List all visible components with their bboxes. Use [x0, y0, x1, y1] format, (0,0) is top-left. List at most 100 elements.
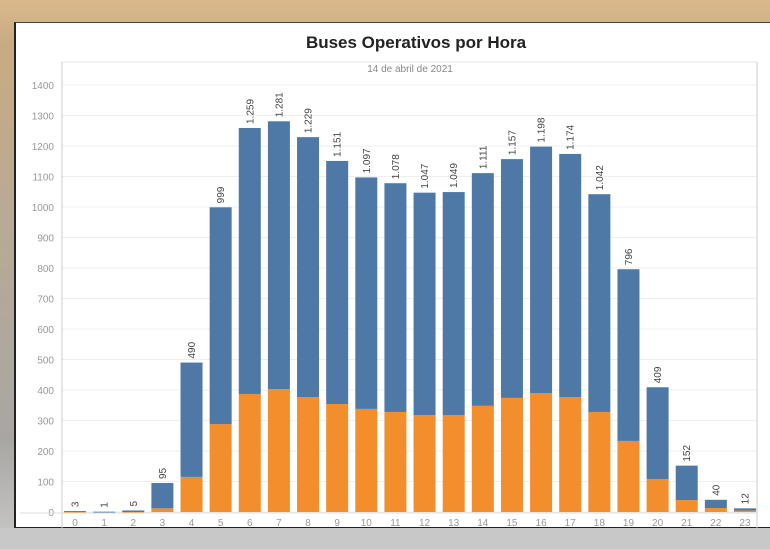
- bar-segment-orange: [413, 415, 436, 512]
- y-tick-label: 1200: [32, 142, 55, 153]
- bar-segment-orange: [238, 393, 261, 512]
- bar-segment-orange: [355, 408, 378, 512]
- total-label: 40: [711, 484, 722, 496]
- y-tick-label: 800: [37, 264, 54, 275]
- x-tick-label: 19: [623, 518, 635, 529]
- bar-segment-blue: [617, 269, 640, 441]
- y-tick-label: 200: [37, 447, 54, 458]
- bar-segment-blue: [355, 177, 378, 409]
- bar-segment-blue: [64, 511, 86, 512]
- bar-segment-orange: [471, 405, 494, 512]
- y-tick-label: 600: [37, 325, 54, 336]
- bar-segment-blue: [471, 173, 494, 406]
- bar-segment-blue: [326, 160, 349, 405]
- bar-segment-orange: [646, 479, 669, 512]
- total-label: 3: [71, 501, 82, 507]
- total-label: 5: [129, 500, 140, 506]
- bar-segment-orange: [704, 508, 727, 512]
- total-label: 1.174: [566, 124, 577, 149]
- total-label: 1.281: [274, 92, 285, 117]
- total-label: 490: [187, 341, 198, 358]
- chart-subtitle: 14 de abril de 2021: [367, 64, 453, 75]
- x-tick-label: 15: [506, 518, 518, 529]
- y-tick-label: 300: [37, 417, 54, 428]
- bar-segment-blue: [122, 510, 145, 512]
- bar-segment-orange: [64, 512, 86, 513]
- bar-segment-blue: [442, 192, 465, 416]
- x-tick-label: 20: [652, 518, 664, 529]
- bar-segment-blue: [530, 146, 553, 394]
- bar-segment-blue: [238, 128, 261, 394]
- x-tick-label: 12: [419, 518, 431, 529]
- bar-segment-orange: [209, 424, 232, 512]
- y-tick-label: 1100: [32, 173, 54, 184]
- x-tick-label: 3: [160, 518, 166, 529]
- x-tick-label: 18: [594, 518, 606, 529]
- y-tick-label: 400: [37, 386, 54, 397]
- x-tick-label: 0: [72, 518, 78, 529]
- total-label: 1.049: [449, 163, 460, 188]
- total-label: 1.198: [537, 117, 548, 142]
- bar-segment-orange: [530, 393, 553, 512]
- total-label: 95: [158, 467, 169, 479]
- bar-segment-blue: [413, 192, 436, 416]
- x-tick-label: 21: [681, 518, 693, 529]
- bar-segment-blue: [559, 153, 582, 398]
- y-tick-label: 900: [37, 234, 54, 245]
- y-tick-label: 100: [37, 478, 54, 489]
- total-label: 1.259: [245, 99, 256, 124]
- bar-segment-orange: [500, 397, 523, 512]
- bar-segment-orange: [442, 415, 465, 512]
- bar-segment-blue: [384, 183, 407, 412]
- x-tick-label: 14: [477, 518, 489, 529]
- bottom-strip: [0, 528, 770, 549]
- x-tick-label: 1: [101, 518, 107, 529]
- chart-title: Buses Operativos por Hora: [306, 33, 527, 52]
- bar-segment-blue: [588, 194, 611, 412]
- bar-segment-blue: [646, 387, 669, 480]
- bar-segment-orange: [267, 389, 290, 512]
- y-tick-label: 500: [37, 356, 54, 367]
- total-label: 1: [100, 502, 111, 508]
- total-label: 1.078: [391, 154, 402, 179]
- bar-segment-orange: [180, 476, 203, 512]
- x-tick-label: 8: [305, 518, 311, 529]
- total-label: 999: [216, 186, 227, 203]
- x-tick-label: 13: [448, 518, 460, 529]
- x-tick-label: 10: [361, 518, 373, 529]
- x-tick-label: 5: [218, 518, 224, 529]
- x-tick-label: 11: [390, 518, 401, 529]
- bar-segment-blue: [93, 511, 116, 513]
- bar-segment-orange: [733, 510, 756, 512]
- bar-segment-orange: [617, 440, 640, 512]
- x-tick-label: 23: [739, 518, 751, 529]
- bar-segment-orange: [588, 411, 611, 512]
- y-tick-label: 700: [37, 295, 54, 306]
- bar-segment-blue: [209, 207, 232, 425]
- x-tick-label: 16: [536, 518, 548, 529]
- bar-segment-blue: [675, 465, 698, 501]
- bar-segment-orange: [675, 500, 698, 512]
- x-tick-label: 17: [565, 518, 577, 529]
- bar-segment-orange: [384, 411, 407, 512]
- bar-segment-orange: [326, 404, 349, 512]
- x-tick-label: 2: [130, 518, 136, 529]
- y-tick-label: 1300: [32, 112, 55, 123]
- y-tick-label: 1400: [32, 81, 55, 92]
- x-tick-label: 7: [276, 518, 282, 529]
- bar-segment-orange: [559, 397, 582, 512]
- total-label: 796: [624, 248, 635, 265]
- bar-segment-blue: [267, 121, 290, 390]
- bar-segment-orange: [151, 508, 174, 512]
- total-label: 1.151: [333, 131, 344, 156]
- bar-segment-blue: [704, 499, 727, 509]
- total-label: 1.047: [420, 163, 431, 188]
- x-tick-label: 6: [247, 518, 253, 529]
- x-tick-label: 22: [710, 518, 722, 529]
- bar-segment-blue: [733, 508, 756, 511]
- total-label: 1.229: [304, 108, 315, 133]
- bar-segment-blue: [180, 362, 203, 477]
- y-tick-label: 1000: [32, 203, 55, 214]
- total-label: 1.111: [478, 145, 489, 169]
